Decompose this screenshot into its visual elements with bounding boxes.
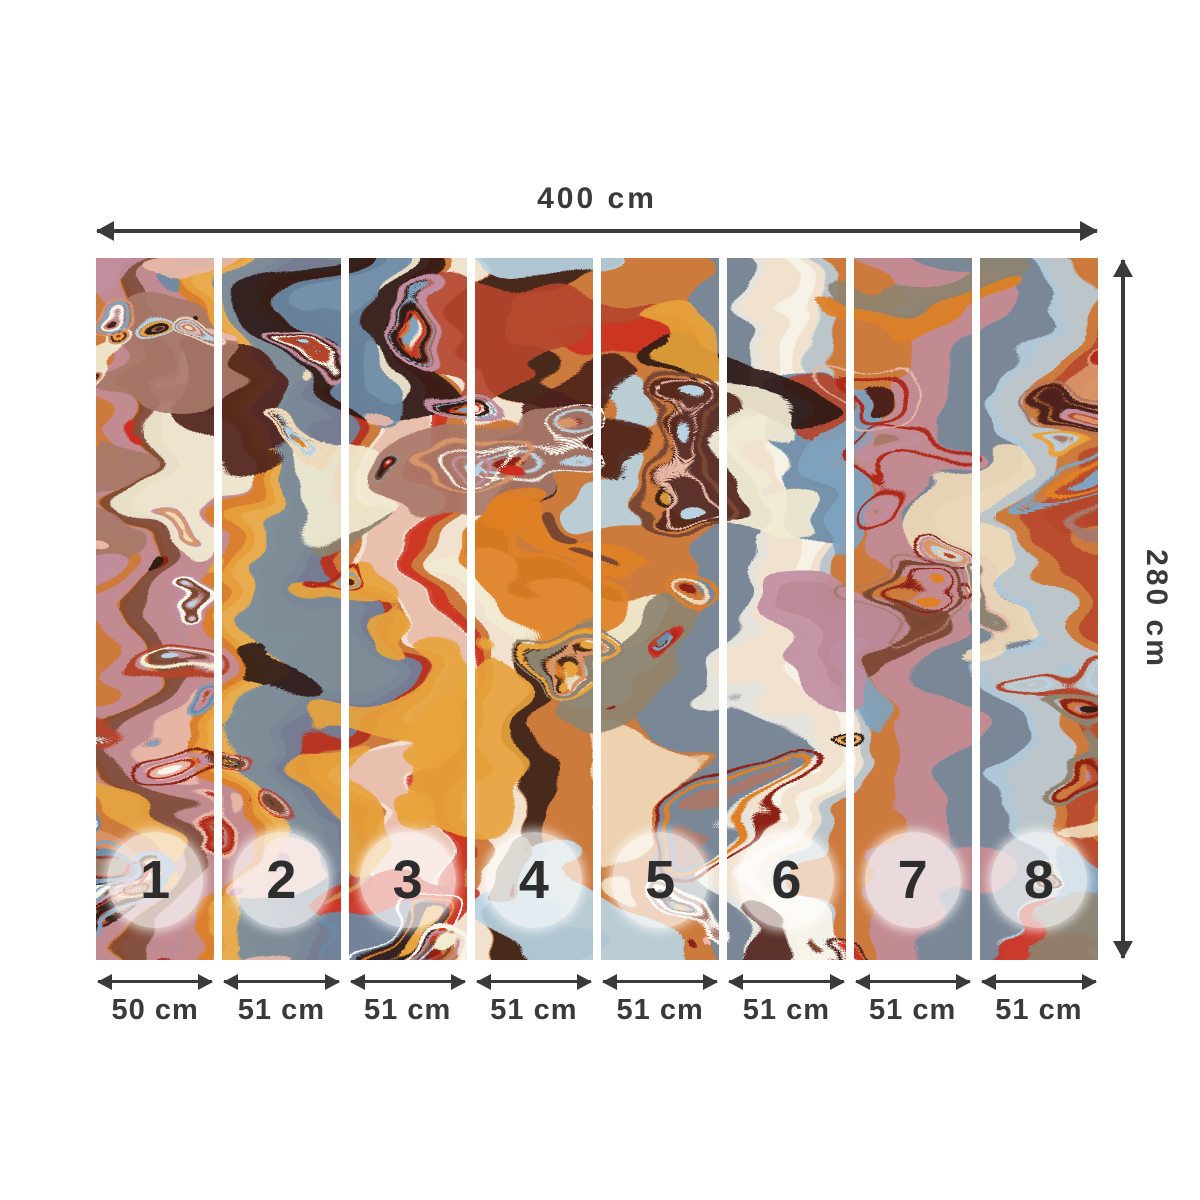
panel-width-label: 51 cm [616, 994, 704, 1026]
panel-gap [971, 258, 980, 960]
marbled-art-image [96, 258, 1098, 960]
panel-gap [466, 258, 475, 960]
panel-width-label: 51 cm [490, 994, 578, 1026]
total-height-label: 280 cm [1140, 549, 1173, 669]
panel-width-label: 51 cm [869, 994, 957, 1026]
panel-gap [719, 258, 728, 960]
panel-width-arrow-icon [855, 980, 970, 983]
panel-width-label: 51 cm [364, 994, 452, 1026]
panel-width-label: 51 cm [995, 994, 1083, 1026]
panel-width-arrow-icon [476, 980, 591, 983]
panel-number-badge: 6 [738, 832, 835, 928]
panel-width-arrow-icon [603, 980, 718, 983]
panel-width-label: 51 cm [237, 994, 325, 1026]
panel-number-badge: 7 [864, 832, 961, 928]
panel-number-badge: 5 [612, 832, 709, 928]
panel-width-label: 51 cm [742, 994, 830, 1026]
panel-number-badge: 3 [359, 832, 456, 928]
panel-gap [845, 258, 854, 960]
panel-width-arrow-icon [98, 980, 213, 983]
panel-width-label: 50 cm [111, 994, 199, 1026]
panel-number-badge: 1 [107, 832, 204, 928]
panel-width-arrow-icon [224, 980, 339, 983]
total-height-label-wrap: 280 cm [1134, 258, 1178, 960]
panel-width-arrow-icon [729, 980, 844, 983]
panel-gap [214, 258, 223, 960]
panel-number-badge: 2 [233, 832, 330, 928]
panel-number-badge: 4 [485, 832, 582, 928]
panel-gap [340, 258, 349, 960]
panel-gap [593, 258, 601, 960]
width-dimension-arrow-icon [97, 229, 1097, 233]
panel-number-badge: 8 [990, 832, 1087, 928]
height-dimension-arrow-icon [1121, 260, 1125, 958]
panel-width-arrow-icon [981, 980, 1096, 983]
panel-width-arrow-icon [350, 980, 465, 983]
total-width-label: 400 cm [537, 182, 657, 215]
